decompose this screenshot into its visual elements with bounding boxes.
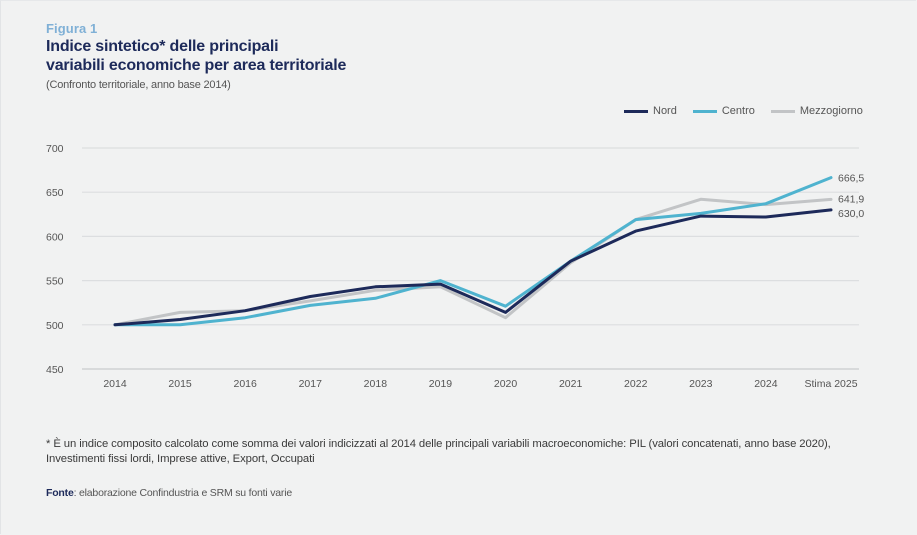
series-line-centro <box>113 176 833 327</box>
y-axis-ticks: 450 500 550 600 650 700 <box>46 143 64 376</box>
chart-legend: Nord Centro Mezzogiorno <box>624 105 879 117</box>
y-tick-label: 550 <box>46 276 64 288</box>
y-tick-label: 600 <box>46 231 64 243</box>
legend-swatch-mezzogiorno <box>770 109 795 113</box>
end-label-nord: 630,0 <box>838 208 864 220</box>
x-tick-label: 2017 <box>299 378 323 390</box>
y-tick-label: 650 <box>46 187 64 199</box>
y-tick-label: 450 <box>46 364 64 376</box>
x-tick-label: 2022 <box>624 378 648 390</box>
chart-title: Indice sintetico* delle principali varia… <box>46 37 346 75</box>
series-line-mezzogiorno <box>113 197 833 327</box>
legend-item-nord: Nord <box>624 105 677 117</box>
end-label-centro: 666,5 <box>838 173 864 185</box>
x-tick-label: 2018 <box>364 378 388 390</box>
end-label-mezzogiorno: 641,9 <box>838 193 864 205</box>
x-tick-label: 2020 <box>494 378 518 390</box>
end-labels: 630,0 666,5 641,9 <box>838 173 864 220</box>
chart-title-line2: variabili economiche per area territoria… <box>46 57 347 74</box>
series-lines <box>113 176 833 327</box>
legend-item-mezzogiorno: Mezzogiorno <box>770 105 863 117</box>
source-label: Fonte <box>46 487 74 499</box>
x-tick-label: 2015 <box>168 378 192 390</box>
legend-item-centro: Centro <box>692 105 755 117</box>
source-note: Fonte: elaborazione Confindustria e SRM … <box>46 487 292 499</box>
legend-label-centro: Centro <box>721 105 755 117</box>
x-axis-ticks: 2014 2015 2016 2017 2018 2019 2020 2021 2022 2023… <box>103 378 857 390</box>
legend-swatch-centro <box>692 109 717 113</box>
x-tick-label: 2019 <box>429 378 453 390</box>
gridlines <box>82 147 859 370</box>
y-tick-label: 700 <box>46 143 64 155</box>
x-tick-label: Stima 2025 <box>804 378 857 390</box>
chart-subtitle: (Confronto territoriale, anno base 2014) <box>46 79 231 91</box>
source-text: : elaborazione Confindustria e SRM su fo… <box>73 487 293 499</box>
x-tick-label: 2024 <box>754 378 778 390</box>
legend-label-nord: Nord <box>653 105 677 117</box>
legend-swatch-nord <box>624 109 648 113</box>
x-tick-label: 2023 <box>689 378 713 390</box>
x-tick-label: 2016 <box>234 378 258 390</box>
x-tick-label: 2014 <box>103 378 127 390</box>
chart-title-line1: Indice sintetico* delle principali <box>46 38 279 55</box>
footnote: * È un indice composito calcolato come s… <box>46 438 831 465</box>
figure-label: Figura 1 <box>46 21 98 36</box>
series-line-nord <box>113 208 833 327</box>
legend-label-mezzogiorno: Mezzogiorno <box>799 105 863 117</box>
x-tick-label: 2021 <box>559 378 583 390</box>
y-tick-label: 500 <box>46 320 64 332</box>
